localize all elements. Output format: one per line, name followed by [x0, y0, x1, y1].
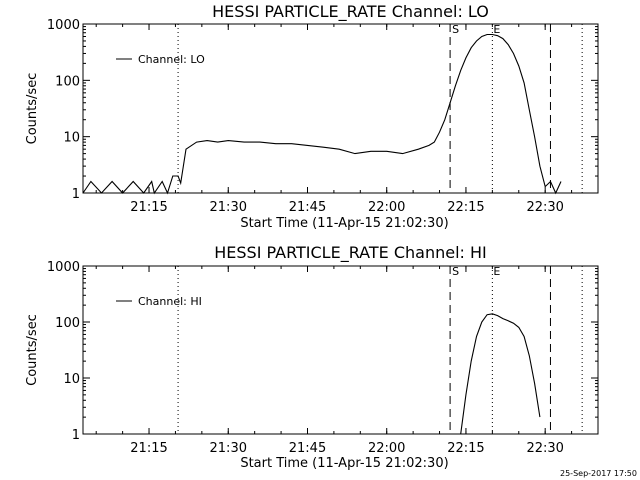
y-tick-label: 10: [63, 372, 80, 387]
x-tick-label: 21:45: [289, 441, 326, 456]
plot-frame: [82, 265, 599, 435]
x-axis-label: Start Time (11-Apr-15 21:02:30): [240, 216, 448, 231]
flare-start-label: S: [452, 23, 459, 36]
y-tick-label: 1: [72, 187, 80, 202]
x-tick-label: 21:30: [210, 441, 247, 456]
y-axis-label: Counts/sec: [25, 314, 40, 386]
x-tick-label: 21:45: [289, 200, 326, 215]
x-tick-label: 22:15: [447, 200, 484, 215]
y-tick-label: 1: [72, 428, 80, 443]
y-tick-label: 10: [63, 131, 80, 146]
plot-timestamp: 25-Sep-2017 17:50: [560, 469, 637, 478]
x-tick-label: 22:30: [526, 200, 563, 215]
plot-panel-lo: HESSI PARTICLE_RATE Channel: LO Start Ti…: [25, 2, 599, 231]
plot-frame: [82, 23, 599, 194]
y-tick-label: 1000: [47, 18, 80, 33]
x-tick-label: 21:30: [210, 200, 247, 215]
x-tick-label: 22:00: [368, 441, 405, 456]
chart-title: HESSI PARTICLE_RATE Channel: LO: [212, 2, 489, 22]
y-tick-label: 100: [55, 74, 80, 89]
series-line: [82, 33, 562, 195]
legend-label: Channel: HI: [138, 295, 202, 308]
x-tick-label: 21:15: [130, 441, 167, 456]
x-tick-label: 22:00: [368, 200, 405, 215]
flare-start-label: S: [452, 265, 459, 278]
x-tick-label: 21:15: [130, 200, 167, 215]
y-tick-label: 100: [55, 316, 80, 331]
y-tick-label: 1000: [47, 260, 80, 275]
x-axis-label: Start Time (11-Apr-15 21:02:30): [240, 456, 448, 471]
x-tick-label: 22:15: [447, 441, 484, 456]
plot-panel-hi: HESSI PARTICLE_RATE Channel: HI Start Ti…: [25, 243, 599, 471]
legend-label: Channel: LO: [138, 53, 205, 66]
flare-end-label: E: [493, 265, 500, 278]
y-axis-label: Counts/sec: [25, 73, 40, 145]
flare-end-label: E: [493, 23, 500, 36]
series-line: [460, 313, 541, 435]
chart-title: HESSI PARTICLE_RATE Channel: HI: [214, 243, 487, 263]
x-tick-label: 22:30: [526, 441, 563, 456]
